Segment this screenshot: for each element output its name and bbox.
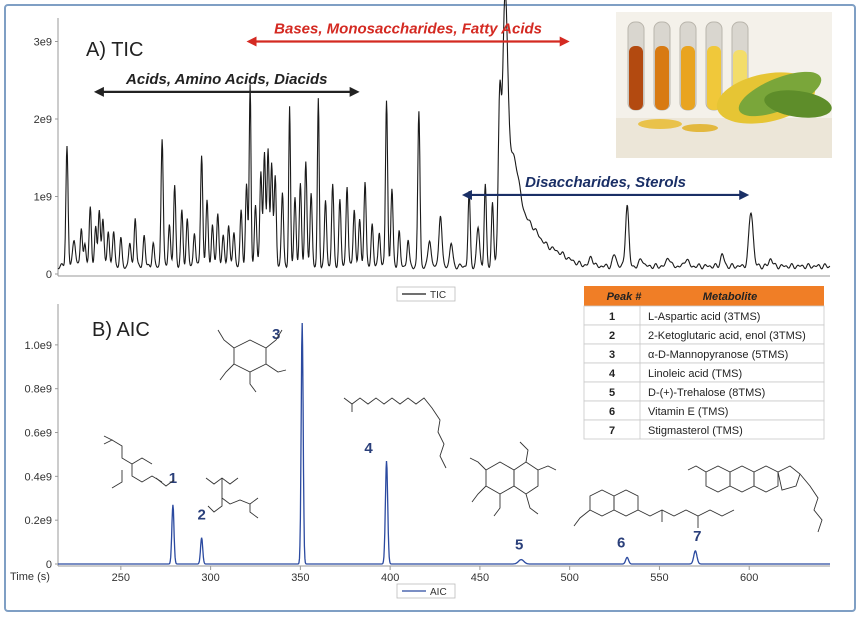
annotation-arrowhead-left-0 (246, 36, 257, 47)
table-cell-metabolite: α-D-Mannopyranose (5TMS) (648, 349, 788, 361)
aic-x-tick-label-3: 400 (381, 572, 399, 584)
table-row (583, 419, 825, 440)
aic-y-tick-label-1: 0.2e9 (24, 515, 52, 527)
tic-legend-label: TIC (430, 290, 446, 301)
aic-x-tick-label-6: 550 (650, 572, 668, 584)
aic-x-tick-label-2: 350 (291, 572, 309, 584)
annotation-arrowhead-right-1 (349, 86, 360, 97)
tic-y-tick-label-0: 0 (46, 269, 52, 281)
table-cell-peak: 6 (609, 406, 615, 418)
table-cell-peak: 3 (609, 349, 615, 361)
annotation-arrowhead-right-0 (559, 36, 570, 47)
aic-x-tick-label-1: 300 (201, 572, 219, 584)
aic-x-ticks: 250 300 350 400 450 500 550 600 (112, 566, 758, 584)
aic-x-tick-label-4: 450 (471, 572, 489, 584)
peak-label-4: 4 (364, 440, 373, 457)
tic-trace (57, 0, 831, 270)
peak-label-6: 6 (617, 534, 625, 551)
peak-label-5: 5 (515, 537, 523, 554)
tic-panel-title: A) TIC (86, 39, 143, 61)
test-tubes-and-corn-photo (616, 12, 832, 158)
table-body: 1 L-Aspartic acid (3TMS) 2 2-Ketoglutaric a… (583, 305, 825, 440)
aic-x-axis-label: Time (s) (10, 571, 50, 583)
tic-annotations: Bases, Monosaccharides, Fatty Acids Acids… (93, 21, 750, 200)
aic-y-tick-label-2: 0.4e9 (24, 471, 52, 483)
aic-x-tick-label-0: 250 (112, 572, 130, 584)
peak-label-2: 2 (197, 507, 205, 524)
aic-trace (58, 322, 830, 565)
tic-y-tick-label-2: 2e9 (34, 114, 52, 126)
annotation-arrowhead-left-2 (461, 189, 472, 200)
table-header-metabolite: Metabolite (703, 291, 757, 303)
aic-legend-label: AIC (430, 587, 447, 598)
annotation-label-2: Disaccharides, Sterols (525, 174, 686, 191)
table-cell-metabolite: L-Aspartic acid (3TMS) (648, 311, 760, 323)
aic-y-ticks: 0 0.2e9 0.4e9 0.6e9 0.8e9 1.0e9 (24, 340, 58, 571)
aic-panel-title: B) AIC (92, 319, 150, 341)
table-cell-metabolite: 2-Ketoglutaric acid, enol (3TMS) (648, 330, 806, 342)
table-cell-metabolite: Linoleic acid (TMS) (648, 368, 742, 380)
table-cell-metabolite: D-(+)-Trehalose (8TMS) (648, 387, 765, 399)
aic-y-tick-label-0: 0 (46, 559, 52, 571)
table-cell-metabolite: Vitamin E (TMS) (648, 406, 728, 418)
metabolite-table: Peak # Metabolite 1 L-Aspartic acid (3TMS… (583, 286, 825, 440)
table-cell-peak: 4 (609, 368, 616, 380)
peak-label-3: 3 (272, 326, 280, 343)
molecule-structure-drawings (103, 329, 823, 533)
aic-x-tick-label-7: 600 (740, 572, 758, 584)
table-header-peak: Peak # (607, 291, 643, 303)
aic-y-tick-label-5: 1.0e9 (24, 340, 52, 352)
annotation-arrowhead-right-2 (739, 189, 750, 200)
aic-x-tick-label-5: 500 (560, 572, 578, 584)
table-cell-peak: 2 (609, 330, 615, 342)
peak-label-7: 7 (693, 528, 701, 545)
table-cell-peak: 1 (609, 311, 615, 323)
annotation-label-0: Bases, Monosaccharides, Fatty Acids (274, 21, 542, 38)
tic-y-ticks: 0 1e9 2e9 3e9 (34, 37, 58, 281)
table-cell-peak: 5 (609, 387, 615, 399)
tic-panel: 0 1e9 2e9 3e9 A) TIC Bases, Monosaccharides… (34, 0, 832, 302)
annotation-label-1: Acids, Amino Acids, Diacids (125, 71, 327, 88)
table-cell-metabolite: Stigmasterol (TMS) (648, 425, 743, 437)
aic-panel: 0 0.2e9 0.4e9 0.6e9 0.8e9 1.0e9 250 300 350 400 4… (10, 304, 830, 584)
aic-y-tick-label-4: 0.8e9 (24, 384, 52, 396)
tic-y-tick-label-1: 1e9 (34, 192, 52, 204)
peak-label-1: 1 (169, 470, 177, 487)
table-cell-peak: 7 (609, 425, 615, 437)
annotation-arrowhead-left-1 (93, 86, 104, 97)
aic-peak-labels: 1 2 3 4 5 6 7 (169, 326, 702, 554)
tic-y-tick-label-3: 3e9 (34, 37, 52, 49)
table-header (584, 286, 824, 306)
aic-y-tick-label-3: 0.6e9 (24, 428, 52, 440)
